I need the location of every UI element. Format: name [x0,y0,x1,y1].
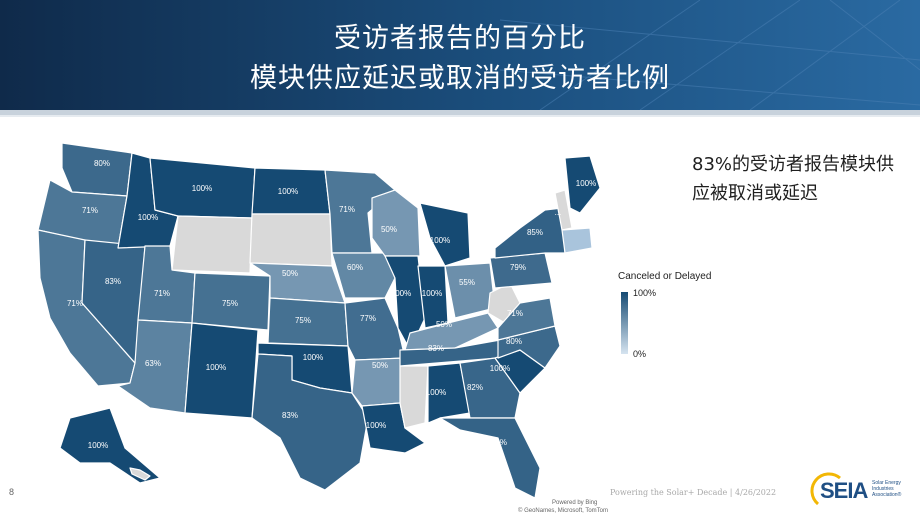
state-label-va: 71% [507,309,523,318]
state-label-or: 71% [82,206,98,215]
state-wi [371,189,421,257]
state-label-tx: 83% [282,411,298,420]
state-label-in: 100% [422,289,442,298]
state-label-mn: 71% [339,205,355,214]
legend-min-label: 0% [633,349,647,359]
state-label-nc: 80% [506,337,522,346]
state-label-ny: 85% [527,228,543,237]
map-credit-sources: © GeoNames, Microsoft, TomTom [518,508,608,514]
state-label-wi: 50% [381,225,397,234]
state-ak [59,407,161,484]
state-wy [171,215,253,274]
slide-title-line2: 模块供应延迟或取消的受访者比例 [250,63,670,94]
state-label-az: 63% [145,359,161,368]
state-label-mi: 100% [430,236,450,245]
state-label-mt: 100% [192,184,212,193]
state-label-ar: 50% [372,361,388,370]
state-al [427,362,471,424]
state-me [564,155,600,214]
state-mi [419,202,471,267]
legend-title: Canceled or Delayed [618,271,712,282]
footer-text: Powering the Solar+ Decade | 4/26/2022 [610,488,777,497]
us-choropleth-map: 80% 71% 71% 83% 100% 100% 71% 63% 75% 100% 100% 50%… [37,142,600,499]
page-number: 8 [9,487,15,497]
state-tx [251,353,369,491]
state-label-ia: 60% [347,263,363,272]
state-label-fl: 84% [491,438,507,447]
state-label-wa: 80% [94,159,110,168]
state-label-nv: 83% [105,277,121,286]
state-mn [324,169,396,254]
state-fl [439,417,541,499]
state-label-co: 75% [222,299,238,308]
state-label-ga: 82% [467,383,483,392]
legend-max-label: 100% [633,288,657,298]
summary-text: 83%的受访者报告模块供应被取消或延迟 [692,154,895,204]
state-label-ok: 100% [303,353,323,362]
state-label-tn: 83% [428,344,444,353]
title-banner: 受访者报告的百分比 模块供应延迟或取消的受访者比例 [0,0,920,110]
state-label-nm: 100% [206,363,226,372]
state-mo [344,297,406,361]
state-label-il: 100% [391,289,411,298]
state-wa [61,142,133,197]
banner-rule-light [0,115,920,117]
state-ms [399,365,429,429]
state-oh [444,262,496,319]
state-label-la: 100% [366,421,386,430]
state-label-me: 100% [576,179,596,188]
state-sd [249,213,333,267]
state-label-mo: 77% [360,314,376,323]
state-ia [331,252,396,299]
banner-rule [0,110,920,115]
state-label-nd: 100% [278,187,298,196]
state-label-oh: 55% [459,278,475,287]
state-label-ky: 50% [436,320,452,329]
slide-title-line1: 受访者报告的百分比 [334,23,586,54]
state-label-ne: 50% [282,269,298,278]
state-label-id: 100% [138,213,158,222]
state-label-vt: ... [555,208,562,217]
state-label-ak: 100% [88,441,108,450]
banner-grid-decoration [500,0,920,110]
state-label-ks: 75% [295,316,311,325]
state-new-england-south [561,227,593,254]
state-label-pa: 79% [510,263,526,272]
state-label-ut: 71% [154,289,170,298]
state-hi [129,467,151,481]
legend-color-scale [621,292,628,354]
state-label-sc: 100% [490,364,510,373]
map-credit-bing: Powered by Bing [552,500,598,506]
state-label-ca: 71% [67,299,83,308]
state-vt [554,189,573,231]
seia-logo-subtext: Solar Energy Industries Association® [872,480,902,498]
state-va [497,297,556,341]
state-label-al: 100% [426,388,446,397]
seia-logo-text: SEIA [820,478,868,503]
seia-logo-icon [810,472,841,506]
